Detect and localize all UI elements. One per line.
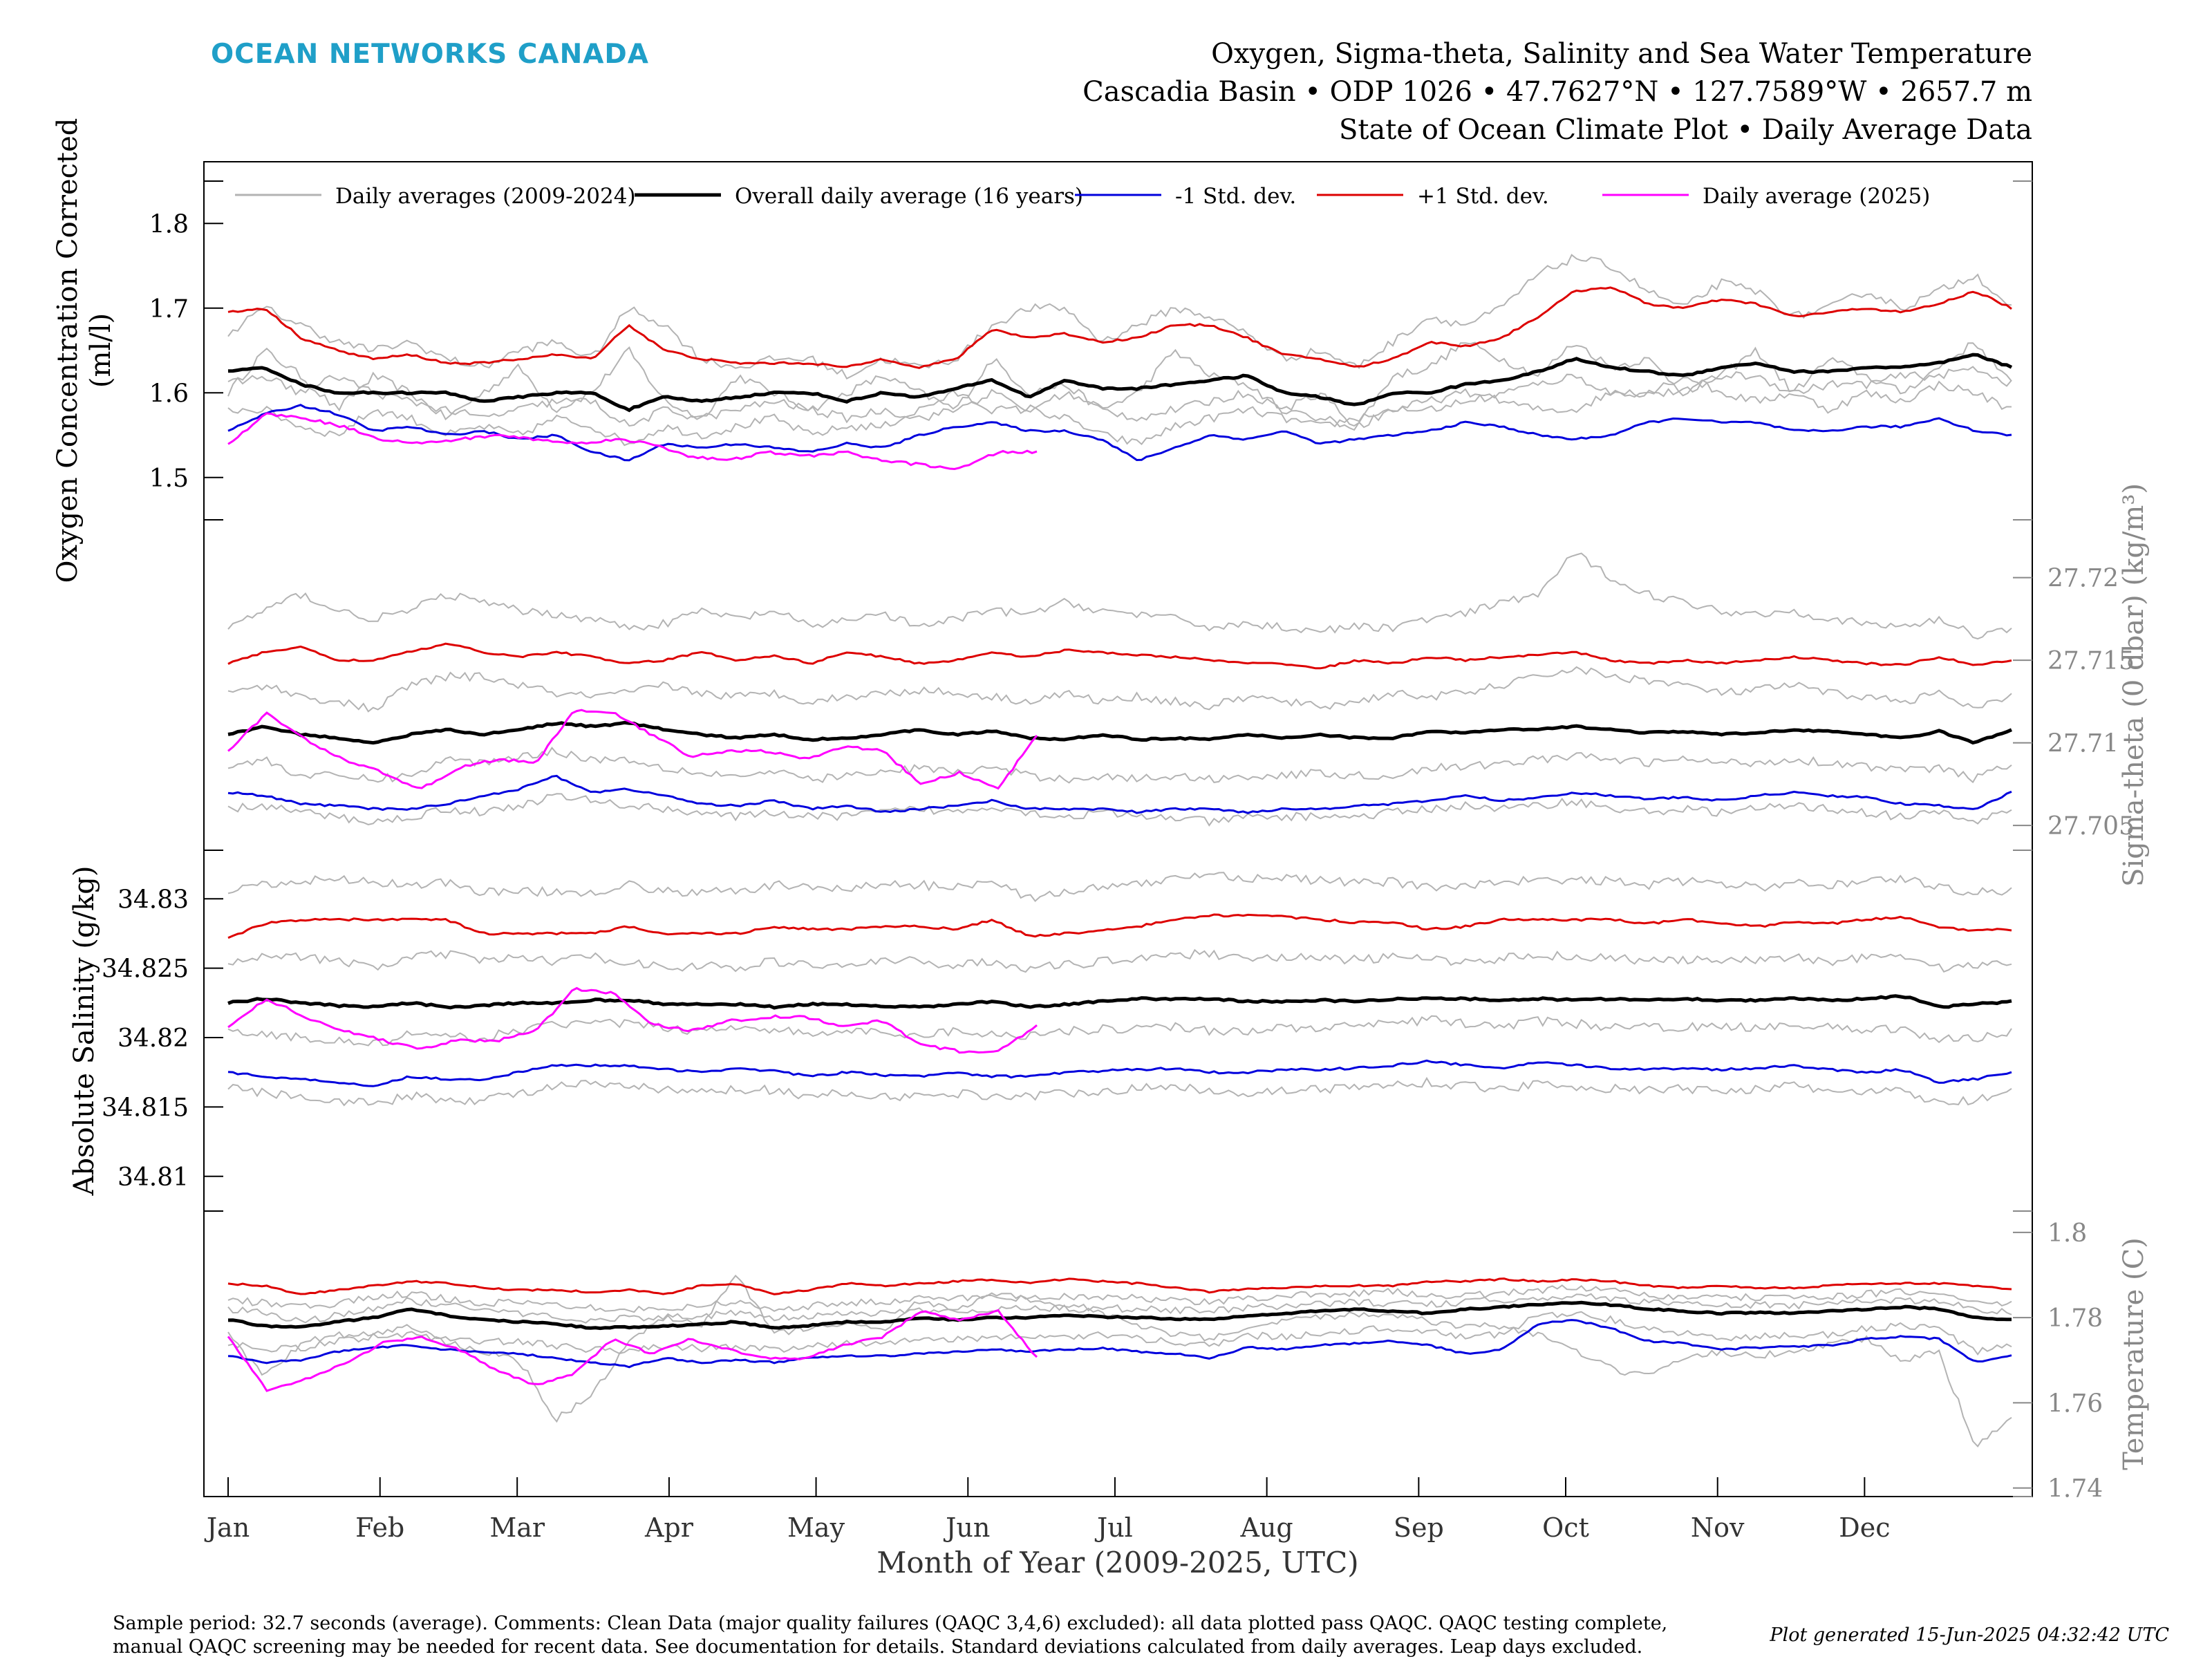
salinity-y-tick-label: 34.815 bbox=[102, 1094, 189, 1122]
salinity-daily-average-2 bbox=[227, 1076, 2012, 1107]
title-line-1: Oxygen, Sigma-theta, Salinity and Sea Wa… bbox=[1211, 38, 2032, 70]
x-tick-label: Jun bbox=[943, 1512, 990, 1543]
sigma_theta-y-axis-label: Sigma-theta (0 dbar) (kg/m³) bbox=[2118, 483, 2150, 887]
sigma_theta-y-tick-label: 27.705 bbox=[2047, 812, 2135, 841]
sigma_theta-minus-1-std-line bbox=[227, 774, 2012, 814]
x-tick-label: Jan bbox=[204, 1512, 250, 1543]
oxygen-daily-average-4 bbox=[227, 366, 2012, 431]
x-axis: Jan Feb Mar Apr May Jun Jul Aug Sep Oct Nov Dec bbox=[204, 1477, 1890, 1543]
oxygen-y-axis-label: Oxygen Concentration Corrected bbox=[52, 118, 84, 583]
x-tick-label: Aug bbox=[1240, 1512, 1293, 1543]
salinity-daily-average-4 bbox=[227, 1015, 2012, 1047]
panel-oxygen: 1.5 1.6 1.7 1.8 Oxygen Concentration Correct… bbox=[52, 118, 2032, 583]
temperature-overall-mean-line bbox=[227, 1300, 2012, 1331]
temperature-y-tick-label: 1.74 bbox=[2047, 1475, 2103, 1503]
legend-label-4: +1 Std. dev. bbox=[1417, 184, 1549, 209]
salinity-daily-average-3 bbox=[227, 872, 2012, 902]
salinity-daily-average-1 bbox=[227, 948, 2012, 973]
x-tick-label: Oct bbox=[1542, 1512, 1589, 1543]
temperature-y-tick-label: 1.8 bbox=[2047, 1219, 2087, 1248]
temperature-daily-average-1 bbox=[227, 1284, 2012, 1313]
oxygen-daily-average-1 bbox=[227, 341, 2012, 427]
legend-label-5: Daily average (2025) bbox=[1703, 184, 1930, 209]
oxygen-y-tick-label: 1.5 bbox=[149, 465, 189, 493]
oxygen-y-tick-label: 1.8 bbox=[149, 210, 189, 238]
title-line-2: Cascadia Basin • ODP 1026 • 47.7627°N • … bbox=[1082, 76, 2032, 108]
temperature-y-axis-label: Temperature (C) bbox=[2118, 1237, 2150, 1470]
x-tick-label: May bbox=[787, 1512, 845, 1543]
x-tick-label: Nov bbox=[1691, 1512, 1745, 1543]
salinity-y-tick-label: 34.825 bbox=[102, 955, 189, 984]
oxygen-plus-1-std-line bbox=[227, 286, 2012, 369]
temperature-y-tick-label: 1.76 bbox=[2047, 1389, 2103, 1418]
sigma_theta-y-tick-label: 27.72 bbox=[2047, 565, 2119, 593]
panel-temperature: 1.74 1.76 1.78 1.8 Temperature (C) bbox=[204, 1210, 2150, 1503]
brand-logo-text: OCEAN NETWORKS CANADA bbox=[211, 39, 649, 70]
legend-label-3: -1 Std. dev. bbox=[1175, 184, 1296, 209]
oxygen-y-tick-label: 1.6 bbox=[149, 379, 189, 408]
legend-label-2: Overall daily average (16 years) bbox=[735, 184, 1083, 209]
temperature-daily-average-3 bbox=[227, 1275, 2012, 1448]
salinity-y-tick-label: 34.83 bbox=[118, 885, 189, 914]
title-line-3: State of Ocean Climate Plot • Daily Aver… bbox=[1339, 114, 2032, 146]
salinity-year-2025-line bbox=[227, 986, 1038, 1054]
x-tick-label: Feb bbox=[355, 1512, 404, 1543]
panels-group: 1.5 1.6 1.7 1.8 Oxygen Concentration Correct… bbox=[52, 118, 2150, 1503]
sigma_theta-daily-average-4 bbox=[227, 747, 2012, 784]
sigma_theta-year-2025-line bbox=[227, 709, 1038, 790]
temperature-plus-1-std-line bbox=[227, 1277, 2012, 1295]
footer-line-1: Sample period: 32.7 seconds (average). C… bbox=[113, 1613, 1667, 1634]
oxygen-y-axis-label: (ml/l) bbox=[85, 313, 117, 388]
sigma_theta-y-tick-label: 27.71 bbox=[2047, 730, 2119, 758]
temperature-year-2025-line bbox=[227, 1309, 1038, 1392]
salinity-y-tick-label: 34.81 bbox=[118, 1163, 189, 1192]
temperature-daily-average-4 bbox=[227, 1293, 2012, 1324]
salinity-y-tick-label: 34.82 bbox=[118, 1024, 189, 1053]
salinity-y-axis-label: Absolute Salinity (g/kg) bbox=[68, 865, 100, 1196]
sigma_theta-y-tick-label: 27.715 bbox=[2047, 647, 2135, 675]
oxygen-minus-1-std-line bbox=[227, 404, 2012, 462]
panel-salinity: 34.81 34.815 34.82 34.825 34.83 Absolute Sali… bbox=[68, 850, 2032, 1212]
temperature-y-tick-label: 1.78 bbox=[2047, 1304, 2103, 1333]
x-tick-label: Sep bbox=[1394, 1512, 1444, 1543]
x-tick-label: Dec bbox=[1839, 1512, 1890, 1543]
oxygen-daily-average-3 bbox=[227, 254, 2012, 380]
oxygen-overall-mean-line bbox=[227, 353, 2013, 413]
footer-line-2: manual QAQC screening may be needed for … bbox=[113, 1636, 1642, 1658]
sigma_theta-daily-average-2 bbox=[227, 793, 2012, 827]
sigma_theta-overall-mean-line bbox=[227, 720, 2013, 745]
legend-label-1: Daily averages (2009-2024) bbox=[335, 184, 636, 209]
plot-frame bbox=[203, 161, 2033, 1497]
oxygen-year-2025-line bbox=[227, 412, 1038, 471]
oxygen-y-tick-label: 1.7 bbox=[149, 295, 189, 324]
sigma_theta-plus-1-std-line bbox=[227, 642, 2012, 670]
sigma_theta-daily-average-3 bbox=[227, 552, 2012, 640]
temperature-daily-average-2 bbox=[227, 1311, 2012, 1356]
salinity-overall-mean-line bbox=[227, 994, 2012, 1010]
x-tick-label: Apr bbox=[644, 1512, 694, 1543]
sigma_theta-daily-average-1 bbox=[227, 666, 2012, 713]
legend: Daily averages (2009-2024) Overall daily … bbox=[235, 184, 1930, 209]
plot-generated-timestamp: Plot generated 15-Jun-2025 04:32:42 UTC bbox=[1769, 1624, 2169, 1646]
salinity-minus-1-std-line bbox=[227, 1059, 2012, 1087]
x-tick-label: Mar bbox=[489, 1512, 545, 1543]
oxygen-daily-average-2 bbox=[227, 377, 2012, 447]
x-tick-label: Jul bbox=[1094, 1512, 1133, 1543]
temperature-minus-1-std-line bbox=[227, 1319, 2012, 1369]
salinity-plus-1-std-line bbox=[227, 913, 2012, 939]
x-axis-label: Month of Year (2009-2025, UTC) bbox=[877, 1546, 1358, 1580]
